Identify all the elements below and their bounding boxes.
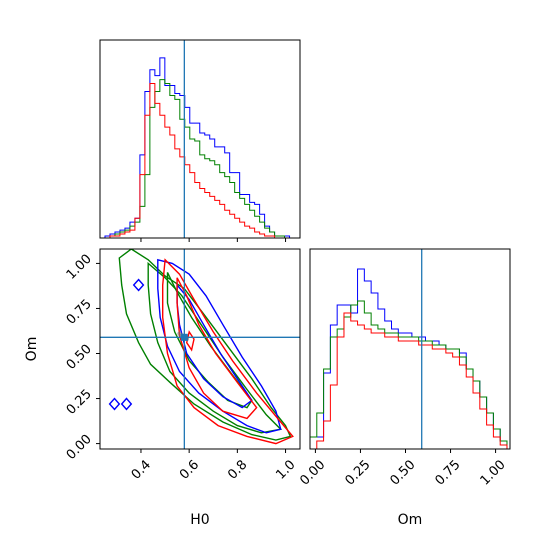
om-hist-tick-label: 0.25 [342, 457, 373, 488]
om-tick-label: 0.25 [64, 387, 95, 418]
contour-blue [120, 397, 133, 411]
om-hist-tick-label: 1.00 [478, 457, 509, 488]
h0-histogram-blue [100, 57, 300, 238]
om-tick-label: 1.00 [64, 252, 95, 283]
x-axis-label-h0: H0 [190, 512, 209, 528]
contour-green [118, 249, 292, 441]
contour-blue [176, 283, 253, 409]
joint-frame [99, 248, 301, 450]
om-histogram-panel: 0.00 0.25 0.50 0.75 1.00 [297, 248, 511, 489]
y-axis-label-om: Om [24, 337, 40, 362]
h0-histogram-green [100, 79, 300, 238]
contour-red [162, 258, 294, 445]
contour-blue [108, 397, 121, 411]
x-axis-label-om: Om [398, 512, 423, 528]
h0-om-joint-panel: 0.4 0.6 0.8 1.0 0.00 0.25 0.50 0.75 1.00 [64, 248, 301, 483]
contour-blue [132, 278, 145, 292]
om-tick-label: 0.75 [64, 297, 95, 328]
om-hist-tick-label: 0.75 [433, 457, 464, 488]
h0-histogram-panel [99, 39, 301, 242]
om-histogram-green [310, 300, 508, 449]
h0-tick-label: 0.4 [129, 457, 154, 482]
h0-tick-label: 1.0 [273, 457, 298, 482]
om-histogram-red [310, 312, 508, 449]
h0-tick-label: 0.8 [225, 457, 250, 482]
truth-marker [180, 333, 188, 341]
contour-green [166, 272, 253, 409]
om-histogram-frame [309, 248, 511, 450]
om-tick-label: 0.00 [64, 432, 95, 463]
h0-histogram-red [100, 83, 300, 238]
om-histogram-blue [310, 268, 508, 449]
om-tick-label: 0.50 [64, 342, 95, 373]
om-hist-tick-label: 0.50 [387, 457, 418, 488]
h0-tick-label: 0.6 [177, 457, 202, 482]
h0-histogram-frame [99, 39, 301, 239]
om-hist-tick-label: 0.00 [297, 457, 328, 488]
density-point [177, 331, 182, 336]
